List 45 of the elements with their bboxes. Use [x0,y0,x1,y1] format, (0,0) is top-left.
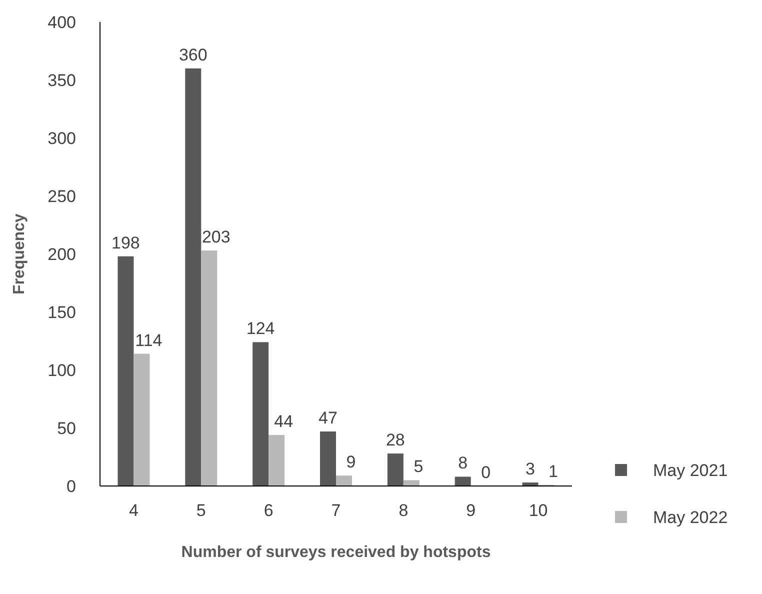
y-tick-label: 100 [48,360,76,380]
bar [403,480,420,486]
bar [185,68,202,486]
data-label: 124 [246,319,275,338]
data-label: 8 [458,454,468,473]
data-label: 0 [481,463,491,482]
data-label: 44 [274,412,294,431]
bar [134,354,150,486]
y-tick-label: 300 [48,128,76,148]
data-label: 5 [414,457,424,476]
x-tick-label: 5 [196,501,206,520]
y-tick-label: 150 [48,302,76,322]
bar [454,476,471,486]
data-label: 360 [178,45,208,64]
x-tick-label: 10 [528,501,548,520]
data-label: 47 [318,408,338,428]
y-tick-label: 0 [66,476,76,496]
y-tick-label: 250 [48,186,76,206]
x-tick-label: 8 [398,501,408,520]
x-tick-label: 4 [128,501,138,520]
bar [336,476,352,486]
data-label: 198 [112,233,140,252]
bar [268,434,285,486]
legend-label: May 2022 [653,508,728,527]
legend-label: May 2021 [653,460,728,480]
y-axis-title: Frequency [11,213,28,294]
x-axis-title: Number of surveys received by hotspots [181,544,491,561]
data-label: 9 [346,452,356,472]
bar [320,431,336,486]
data-label: 114 [135,330,162,350]
bar [387,454,404,486]
x-tick-label: 9 [466,501,476,520]
bar [201,250,218,486]
x-tick-label: 7 [331,501,341,520]
data-label: 28 [386,430,405,450]
y-tick-label: 50 [57,418,76,438]
y-tick-label: 200 [48,244,76,264]
y-tick-label: 400 [48,12,76,32]
data-label: 1 [548,462,558,481]
bar [118,256,134,486]
data-label: 203 [202,228,230,247]
bar [252,342,269,486]
x-tick-label: 6 [264,501,274,520]
data-label: 3 [526,460,536,479]
y-tick-label: 350 [48,70,76,90]
